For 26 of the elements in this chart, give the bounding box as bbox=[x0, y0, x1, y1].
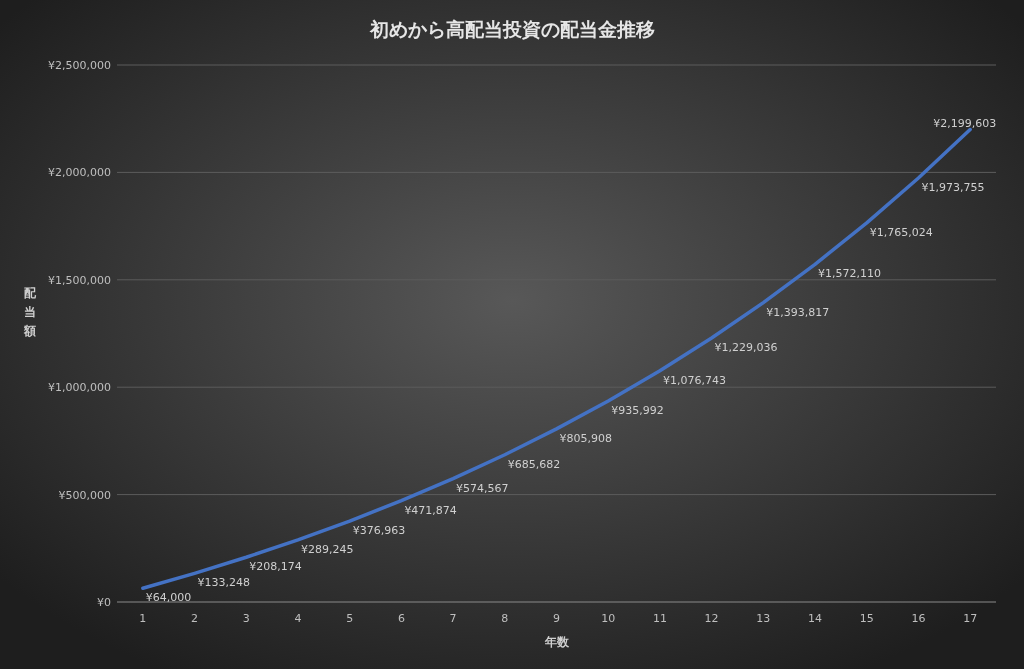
y-tick-label: ¥2,500,000 bbox=[48, 59, 111, 72]
x-axis-title: 年数 bbox=[543, 635, 570, 649]
y-tick-label: ¥2,000,000 bbox=[48, 166, 111, 180]
text: ¥289,245 bbox=[300, 542, 354, 556]
text: ¥805,908 bbox=[559, 431, 612, 445]
text: ¥1,393,817 bbox=[766, 305, 830, 319]
text: ¥1,572,110 bbox=[818, 267, 882, 281]
text: ¥935,992 bbox=[611, 403, 664, 417]
text: ¥208,174 bbox=[249, 560, 302, 574]
text: ¥133,248 bbox=[197, 576, 251, 590]
text: ¥471,874 bbox=[404, 503, 457, 517]
text: ¥574,567 bbox=[456, 481, 509, 495]
chart-title: 初めから高配当投資の配当金推移 bbox=[368, 18, 655, 40]
text: ¥685,682 bbox=[507, 457, 561, 471]
text: ¥1,229,036 bbox=[714, 341, 778, 354]
y-tick-label: ¥0 bbox=[97, 596, 111, 609]
text: ¥1,765,024 bbox=[869, 225, 933, 239]
text: ¥376,963 bbox=[352, 524, 406, 538]
text: ¥2,199,603 bbox=[933, 116, 997, 130]
y-tick-label: ¥1,000,000 bbox=[48, 381, 111, 395]
y-tick-label: ¥500,000 bbox=[58, 488, 111, 502]
text: ¥1,076,743 bbox=[662, 373, 726, 387]
text: ¥1,973,755 bbox=[921, 181, 985, 195]
y-axis-title: 配当額 bbox=[23, 286, 37, 338]
y-tick-label: ¥1,500,000 bbox=[48, 273, 111, 287]
text: ¥64,000 bbox=[145, 591, 192, 605]
